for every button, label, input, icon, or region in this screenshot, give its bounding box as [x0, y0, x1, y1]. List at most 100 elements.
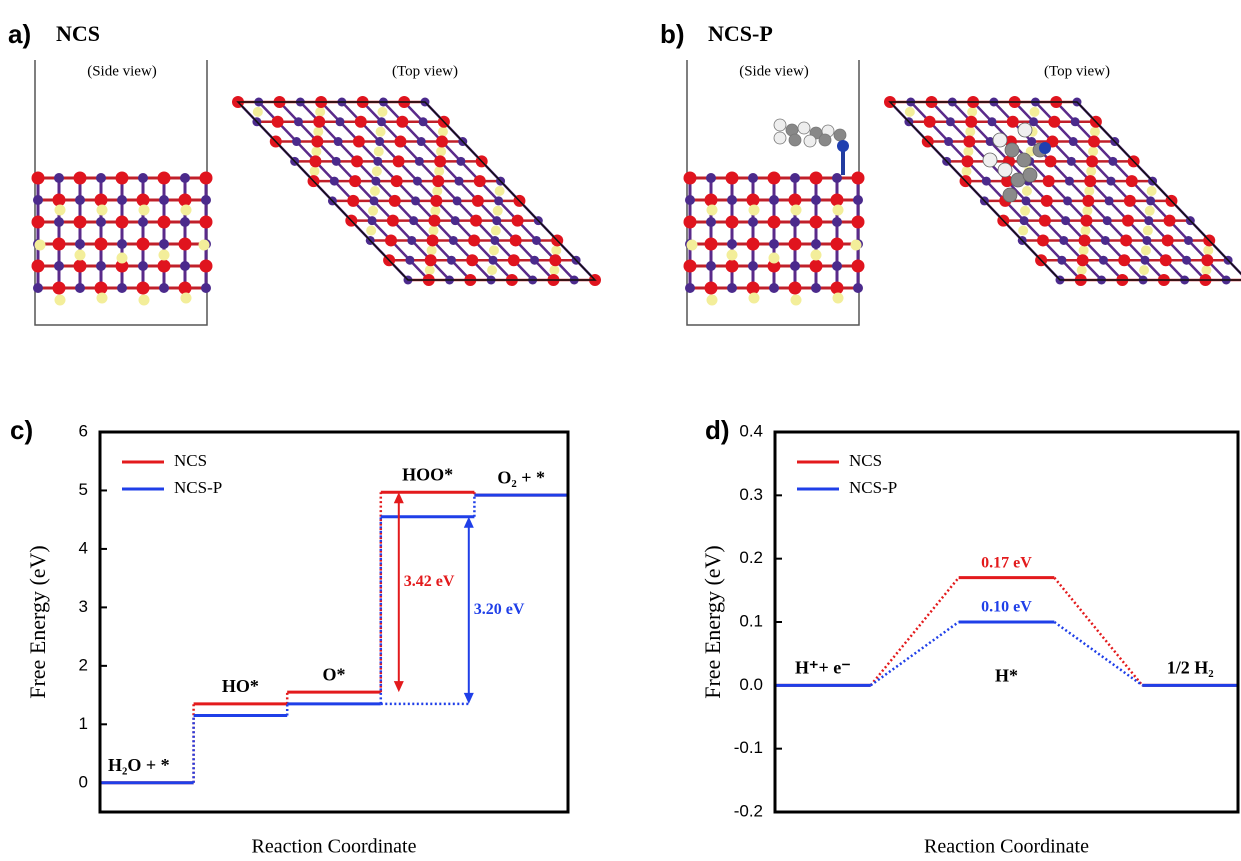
category-label: HOO*	[402, 464, 453, 484]
atom	[944, 137, 953, 146]
atom	[1041, 195, 1053, 207]
category-label: H⁺+ e⁻	[795, 657, 851, 677]
atom	[447, 256, 456, 265]
atom	[347, 195, 359, 207]
y-tick-label: 2	[79, 655, 88, 674]
atom	[311, 136, 323, 148]
panel-title: NCS-P	[708, 21, 773, 46]
atom	[334, 137, 343, 146]
atom	[1162, 234, 1174, 246]
atom	[1082, 195, 1094, 207]
connector	[1054, 622, 1142, 685]
atom	[810, 216, 823, 229]
y-tick-label: 0.3	[739, 485, 763, 504]
category-label: 1/2 H₂	[1167, 657, 1214, 677]
atom	[468, 234, 480, 246]
atom	[791, 205, 802, 216]
atom	[1081, 226, 1091, 236]
atom	[375, 137, 384, 146]
atom	[687, 240, 698, 251]
atom	[407, 236, 416, 245]
atom	[427, 245, 437, 255]
atom	[1147, 186, 1157, 196]
y-axis-label: Free Energy (eV)	[25, 545, 50, 699]
atom	[201, 195, 211, 205]
atom	[1201, 254, 1213, 266]
atom	[1086, 166, 1096, 176]
atom	[1122, 215, 1134, 227]
atom	[117, 195, 127, 205]
atom	[769, 195, 779, 205]
atom	[508, 254, 520, 266]
atom	[495, 186, 505, 196]
atom	[1027, 137, 1036, 146]
atom	[832, 217, 842, 227]
atom	[425, 254, 437, 266]
atom	[1017, 153, 1031, 167]
arrow-head	[394, 492, 404, 503]
atom	[532, 236, 541, 245]
atom	[180, 173, 190, 183]
atom	[768, 216, 781, 229]
atom	[551, 245, 561, 255]
atom	[313, 116, 325, 128]
atom	[35, 240, 46, 251]
atom	[837, 140, 849, 152]
atom	[387, 215, 399, 227]
atom	[1142, 236, 1151, 245]
atom	[311, 146, 321, 156]
atom	[292, 137, 301, 146]
category-label: H₂O + *	[108, 755, 170, 775]
atom	[117, 253, 128, 264]
atom	[769, 283, 779, 293]
atom	[852, 216, 865, 229]
value-label: 0.17 eV	[981, 554, 1032, 571]
atom	[983, 153, 997, 167]
atom	[819, 134, 831, 146]
figure: a)NCS(Side view)(Top view)b)NCS-P(Side v…	[0, 0, 1241, 861]
atom	[436, 146, 446, 156]
atom	[53, 282, 66, 295]
atom	[1005, 143, 1019, 157]
y-tick-label: 0.0	[739, 675, 763, 694]
bond	[1035, 102, 1205, 280]
atom	[1043, 175, 1055, 187]
atom	[811, 283, 821, 293]
panel-title: NCS	[56, 21, 100, 46]
atom	[355, 116, 367, 128]
atom	[474, 175, 486, 187]
atom	[179, 282, 192, 295]
view-label: (Top view)	[1044, 63, 1110, 79]
atom	[159, 250, 170, 261]
atom	[706, 173, 716, 183]
atom	[1164, 215, 1176, 227]
atom	[470, 215, 482, 227]
atom	[201, 283, 211, 293]
atom	[832, 261, 842, 271]
atom	[494, 196, 503, 205]
atom	[834, 129, 846, 141]
atom	[96, 261, 106, 271]
atom	[789, 134, 801, 146]
bond	[259, 102, 429, 280]
atom	[33, 283, 43, 293]
atom	[1018, 226, 1028, 236]
atom	[32, 216, 45, 229]
atom	[396, 116, 408, 128]
atom	[1059, 236, 1068, 245]
atom	[1007, 116, 1019, 128]
atom	[768, 172, 781, 185]
atom	[159, 195, 169, 205]
atom	[946, 117, 955, 126]
atom	[432, 186, 442, 196]
y-tick-label: 0.4	[739, 421, 763, 440]
atom	[451, 216, 460, 225]
atom	[1020, 216, 1029, 225]
atom	[1120, 234, 1132, 246]
atom	[811, 239, 821, 249]
atom	[353, 136, 365, 148]
atom	[158, 172, 171, 185]
atom	[373, 157, 382, 166]
atom	[315, 107, 325, 117]
atom	[449, 236, 458, 245]
